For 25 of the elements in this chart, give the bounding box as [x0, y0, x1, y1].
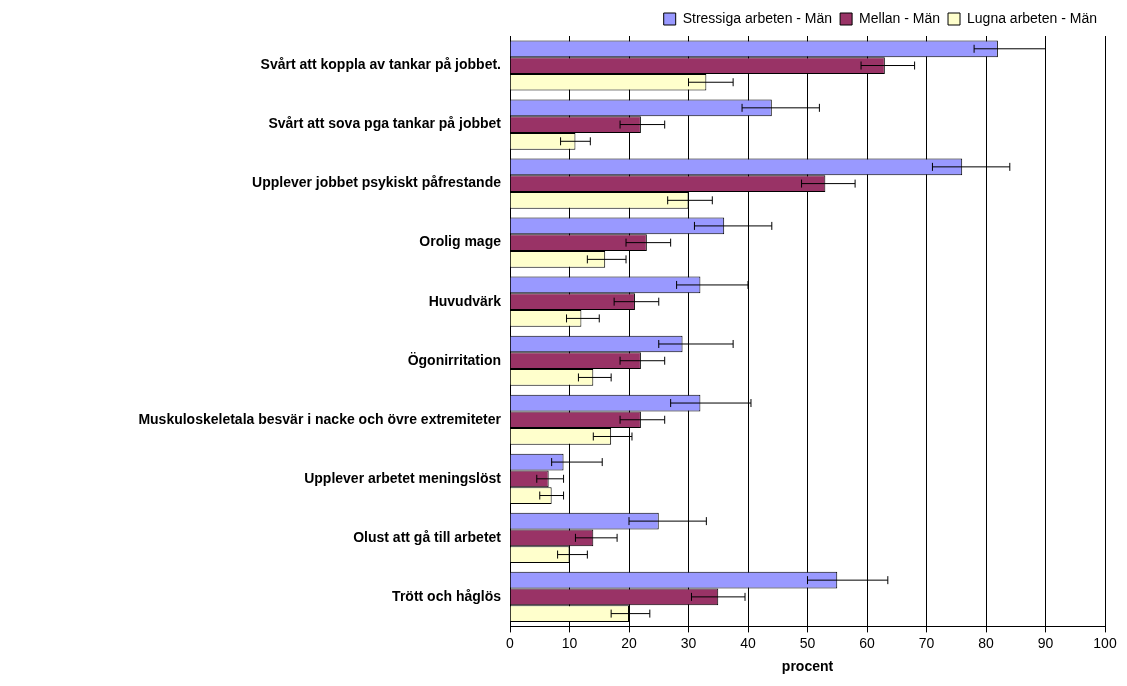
y-tick-label: Huvudvärk — [428, 292, 502, 309]
x-tick-label: 10 — [561, 634, 578, 651]
x-tick-label: 30 — [680, 634, 697, 651]
legend-label: Lugna arbeten - Män — [967, 9, 1098, 26]
y-tick-label: Svårt att koppla av tankar på jobbet. — [260, 56, 501, 73]
legend-label: Mellan - Män — [859, 9, 941, 26]
y-tick-label: Olust att gå till arbetet — [353, 528, 502, 545]
y-tick-label: Trött och håglös — [392, 587, 502, 604]
x-tick-label: 50 — [799, 634, 816, 651]
x-tick-label: 70 — [918, 634, 935, 651]
x-tick-label: 20 — [621, 634, 637, 651]
x-tick-label: 40 — [740, 634, 756, 651]
y-tick-label: Muskuloskeletala besvär i nacke och övre extremiteter — [138, 410, 502, 427]
x-axis-title: procent — [781, 658, 834, 675]
x-tick-label: 60 — [859, 634, 875, 651]
y-tick-label: Svårt att sova pga tankar på jobbet — [268, 115, 502, 132]
legend-label: Stressiga arbeten - Män — [682, 9, 833, 26]
y-tick-label: Orolig mage — [419, 233, 502, 250]
y-tick-label: Upplever jobbet psykiskt påfrestande — [252, 174, 502, 191]
y-tick-label: Ögonirritation — [407, 351, 501, 368]
x-tick-label: 90 — [1037, 634, 1054, 651]
x-tick-label: 100 — [1093, 634, 1117, 651]
y-tick-label: Upplever arbetet meningslöst — [304, 469, 502, 486]
x-tick-label: 80 — [978, 634, 994, 651]
x-tick-label: 0 — [506, 634, 515, 651]
